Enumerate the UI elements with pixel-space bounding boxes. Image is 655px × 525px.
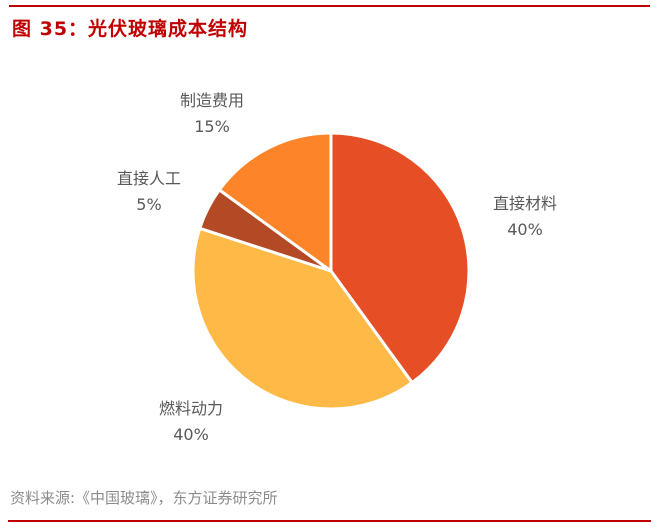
- label-name: 直接材料: [492, 194, 557, 213]
- label-name: 制造费用: [179, 91, 244, 110]
- label-value: 40%: [507, 220, 543, 239]
- pie-slice-1: [191, 226, 414, 411]
- label-name: 燃料动力: [158, 399, 223, 418]
- pie-slices: [191, 131, 471, 411]
- pie-slice-0: [329, 131, 471, 385]
- label-direct-labor: 直接人工 5%: [104, 166, 194, 218]
- bottom-rule: [8, 520, 651, 522]
- label-name: 直接人工: [116, 169, 181, 188]
- label-value: 15%: [194, 117, 230, 136]
- label-direct-materials: 直接材料 40%: [480, 191, 570, 243]
- figure-title: 图 35：光伏玻璃成本结构: [12, 18, 249, 40]
- source-note: 资料来源:《中国玻璃》，东方证券研究所: [10, 489, 278, 507]
- label-value: 40%: [173, 425, 209, 444]
- pie-slice-3: [217, 131, 333, 273]
- label-fuel-power: 燃料动力 40%: [146, 396, 236, 448]
- label-manufacturing-overhead: 制造费用 15%: [167, 88, 257, 140]
- label-value: 5%: [136, 195, 162, 214]
- top-rule: [9, 5, 650, 7]
